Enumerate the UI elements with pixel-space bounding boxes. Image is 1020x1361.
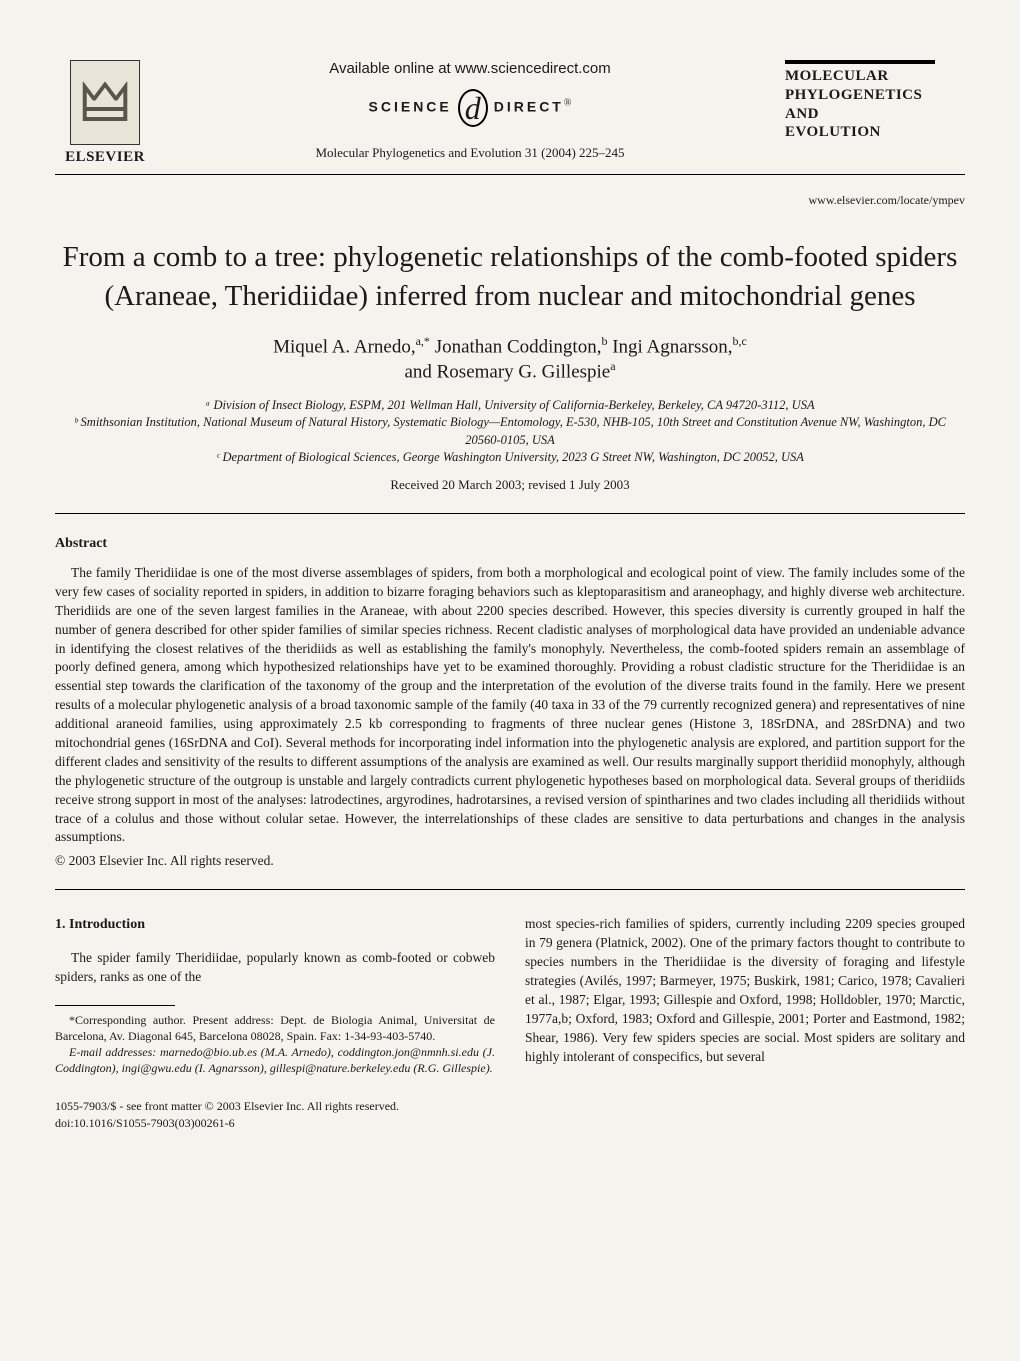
citation-line: Molecular Phylogenetics and Evolution 31… xyxy=(165,145,775,161)
intro-heading: 1. Introduction xyxy=(55,915,495,935)
jn-line-3: EVOLUTION xyxy=(785,124,881,140)
affiliation-a: ᵃ Division of Insect Biology, ESPM, 201 … xyxy=(55,397,965,415)
abstract-heading: Abstract xyxy=(55,536,965,552)
jn-line-0: MOLECULAR xyxy=(785,68,889,84)
available-online-text: Available online at www.sciencedirect.co… xyxy=(165,60,775,77)
abstract-body: The family Theridiidae is one of the mos… xyxy=(55,564,965,847)
received-line: Received 20 March 2003; revised 1 July 2… xyxy=(55,477,965,493)
publisher-name: ELSEVIER xyxy=(55,149,155,166)
publisher-logo-block: 🜲 ELSEVIER xyxy=(55,60,155,166)
front-matter-line: 1055-7903/$ - see front matter © 2003 El… xyxy=(55,1098,495,1115)
sciencedirect-logo: SCIENCE d DIRECT® xyxy=(165,89,775,127)
tree-glyph: 🜲 xyxy=(80,75,130,130)
authors-line: Miquel A. Arnedo,a,* Jonathan Coddington… xyxy=(55,334,965,383)
intro-left-paragraph: The spider family Theridiidae, popularly… xyxy=(55,949,495,987)
right-column: most species-rich families of spiders, c… xyxy=(525,915,965,1132)
doi-block: 1055-7903/$ - see front matter © 2003 El… xyxy=(55,1098,495,1132)
journal-bar xyxy=(785,60,935,64)
header-rule xyxy=(55,174,965,175)
corresponding-author-note: *Corresponding author. Present address: … xyxy=(55,1012,495,1044)
intro-right-paragraph: most species-rich families of spiders, c… xyxy=(525,915,965,1066)
doi-line: doi:10.1016/S1055-7903(03)00261-6 xyxy=(55,1115,495,1132)
abstract-copyright: © 2003 Elsevier Inc. All rights reserved… xyxy=(55,853,965,869)
journal-title-block: MOLECULAR PHYLOGENETICS AND EVOLUTION xyxy=(785,60,965,142)
sd-at-icon: d xyxy=(458,89,488,127)
affiliation-c: ᶜ Department of Biological Sciences, Geo… xyxy=(55,449,965,467)
center-header: Available online at www.sciencedirect.co… xyxy=(155,60,785,161)
affiliation-b: ᵇ Smithsonian Institution, National Muse… xyxy=(55,414,965,449)
elsevier-tree-icon: 🜲 xyxy=(70,60,140,145)
sd-left: SCIENCE xyxy=(369,99,452,115)
abstract-paragraph: The family Theridiidae is one of the mos… xyxy=(55,564,965,847)
email-addresses-text: E-mail addresses: marnedo@bio.ub.es (M.A… xyxy=(55,1045,495,1075)
affiliations: ᵃ Division of Insect Biology, ESPM, 201 … xyxy=(55,397,965,467)
journal-name: MOLECULAR PHYLOGENETICS AND EVOLUTION xyxy=(785,67,965,142)
registered-mark: ® xyxy=(564,97,572,108)
footnote-separator xyxy=(55,1005,175,1006)
jn-line-1: PHYLOGENETICS xyxy=(785,87,922,103)
left-column: 1. Introduction The spider family Therid… xyxy=(55,915,495,1132)
footnote-block: *Corresponding author. Present address: … xyxy=(55,1012,495,1077)
email-addresses: E-mail addresses: marnedo@bio.ub.es (M.A… xyxy=(55,1044,495,1076)
journal-url: www.elsevier.com/locate/ympev xyxy=(55,193,965,208)
page-header: 🜲 ELSEVIER Available online at www.scien… xyxy=(55,60,965,166)
body-columns: 1. Introduction The spider family Therid… xyxy=(55,915,965,1132)
article-title: From a comb to a tree: phylogenetic rela… xyxy=(55,238,965,316)
abstract-top-rule xyxy=(55,513,965,514)
sd-right: DIRECT xyxy=(494,99,564,115)
abstract-bottom-rule xyxy=(55,889,965,890)
jn-line-2: AND xyxy=(785,106,819,122)
